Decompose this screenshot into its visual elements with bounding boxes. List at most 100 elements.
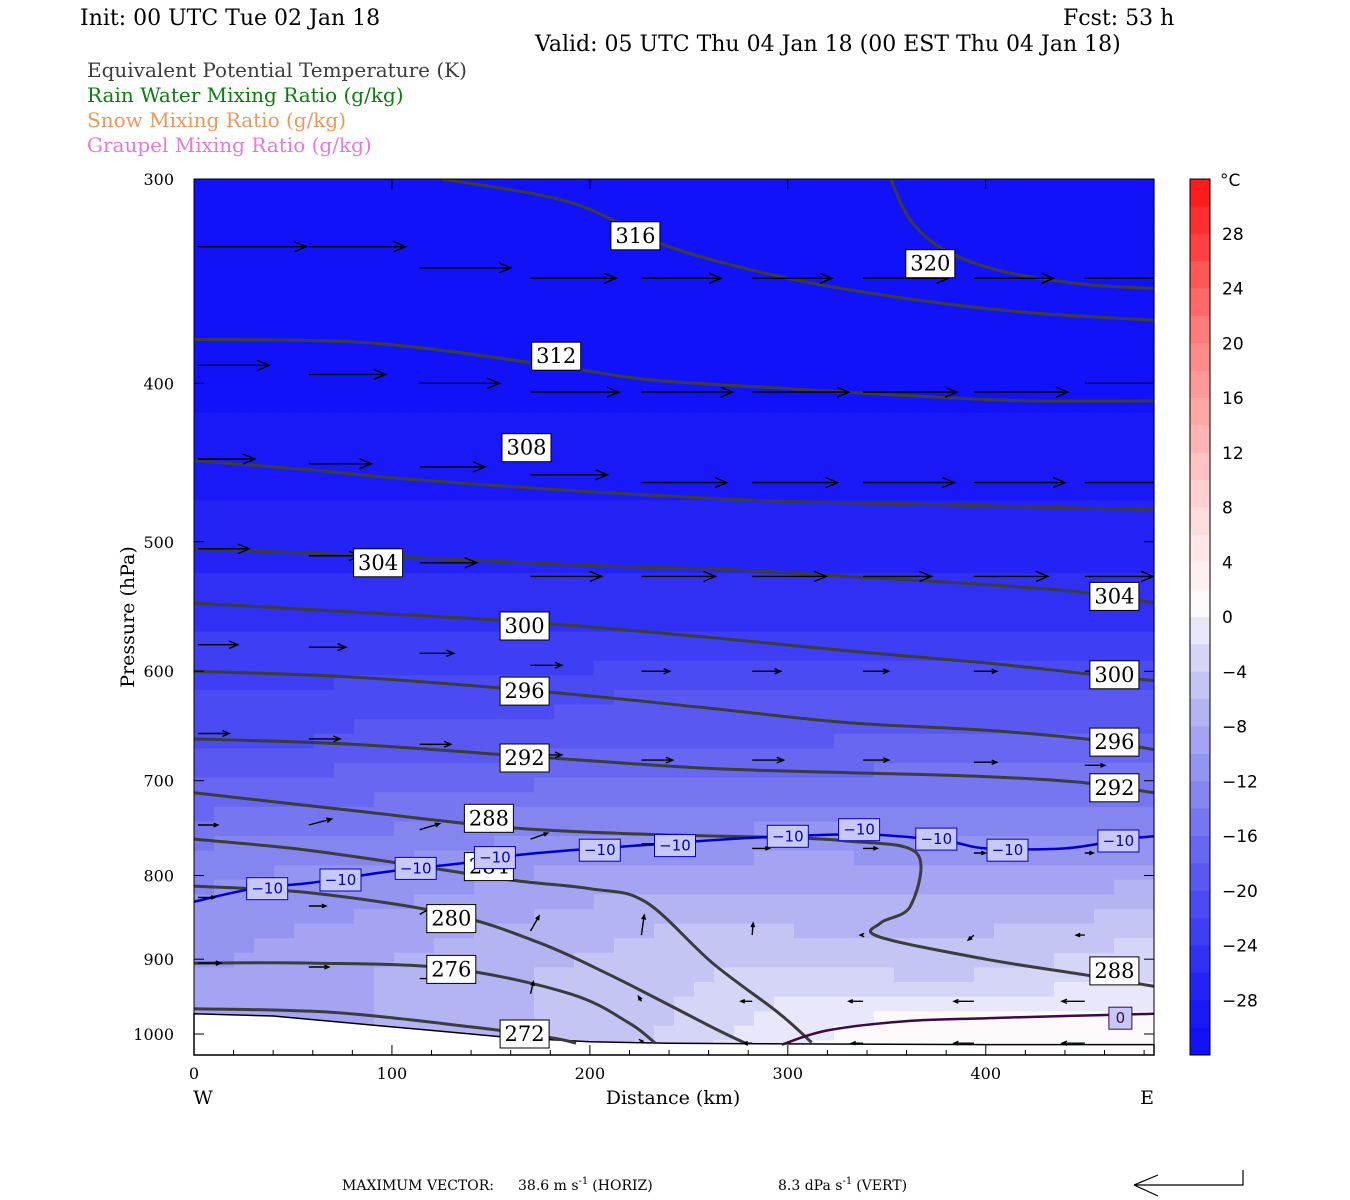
temperature-cell bbox=[894, 631, 915, 647]
temperature-cell bbox=[434, 719, 455, 735]
temperature-cell bbox=[754, 295, 775, 311]
temperature-cell bbox=[394, 675, 415, 691]
temperature-cell bbox=[474, 544, 495, 560]
temperature-cell bbox=[454, 587, 475, 603]
temperature-cell bbox=[814, 865, 835, 881]
temperature-cell bbox=[674, 646, 695, 662]
temperature-cell bbox=[654, 252, 675, 268]
temperature-cell bbox=[874, 398, 895, 414]
temperature-cell bbox=[534, 529, 555, 545]
temperature-cell bbox=[394, 836, 415, 852]
temperature-cell bbox=[974, 631, 995, 647]
temperature-cell bbox=[574, 427, 595, 443]
temperature-cell bbox=[614, 252, 635, 268]
temperature-cell bbox=[254, 500, 275, 516]
temperature-cell bbox=[874, 325, 895, 341]
temperature-cell bbox=[394, 748, 415, 764]
temperature-cell bbox=[934, 514, 955, 530]
temperature-cell bbox=[1134, 938, 1155, 954]
wind-vector bbox=[198, 960, 223, 966]
temperature-cell bbox=[254, 967, 275, 983]
temperature-cell bbox=[694, 383, 715, 399]
temperature-cell bbox=[974, 763, 995, 779]
temperature-cell bbox=[374, 456, 395, 472]
temperature-label: −10 bbox=[325, 871, 357, 889]
temperature-cell bbox=[894, 368, 915, 384]
temperature-cell bbox=[734, 1011, 755, 1027]
temperature-cell bbox=[334, 719, 355, 735]
temperature-cell bbox=[234, 806, 255, 822]
temperature-cell bbox=[814, 602, 835, 618]
temperature-cell bbox=[654, 485, 675, 501]
temperature-cell bbox=[1034, 952, 1055, 968]
temperature-cell bbox=[894, 237, 915, 253]
temperature-cell bbox=[694, 836, 715, 852]
temperature-cell bbox=[814, 325, 835, 341]
temperature-cell bbox=[434, 266, 455, 282]
temperature-cell bbox=[234, 222, 255, 238]
temperature-cell bbox=[954, 573, 975, 589]
temperature-cell bbox=[434, 398, 455, 414]
temperature-cell bbox=[994, 938, 1015, 954]
temperature-cell bbox=[494, 500, 515, 516]
temperature-cell bbox=[654, 1025, 675, 1041]
temperature-cell bbox=[974, 354, 995, 370]
wind-vector bbox=[739, 998, 753, 1004]
temperature-cell bbox=[354, 485, 375, 501]
temperature-cell bbox=[1054, 938, 1075, 954]
temperature-cell bbox=[1094, 237, 1115, 253]
temperature-cell bbox=[654, 806, 675, 822]
legend-entry: Graupel Mixing Ratio (g/kg) bbox=[87, 133, 372, 157]
temperature-cell bbox=[434, 544, 455, 560]
temperature-cell bbox=[734, 660, 755, 676]
temperature-cell bbox=[1014, 383, 1035, 399]
temperature-cell bbox=[714, 237, 735, 253]
temperature-cell bbox=[634, 704, 655, 720]
temperature-cell bbox=[1054, 208, 1075, 224]
temperature-cell bbox=[814, 237, 835, 253]
temperature-cell bbox=[954, 325, 975, 341]
temperature-label: −10 bbox=[992, 841, 1024, 859]
temperature-cell bbox=[554, 266, 575, 282]
temperature-cell bbox=[434, 193, 455, 209]
temperature-cell bbox=[374, 368, 395, 384]
temperature-cell bbox=[994, 763, 1015, 779]
temperature-cell bbox=[534, 500, 555, 516]
temperature-cell bbox=[694, 281, 715, 297]
temperature-cell bbox=[874, 295, 895, 311]
temperature-cell bbox=[914, 427, 935, 443]
temperature-cell bbox=[294, 514, 315, 530]
temperature-cell bbox=[754, 339, 775, 355]
temperature-cell bbox=[374, 763, 395, 779]
temperature-cell bbox=[254, 763, 275, 779]
temperature-cell bbox=[394, 179, 415, 195]
temperature-cell bbox=[334, 792, 355, 808]
temperature-cell bbox=[874, 938, 895, 954]
temperature-cell bbox=[334, 909, 355, 925]
temperature-cell bbox=[634, 339, 655, 355]
temperature-cell bbox=[1074, 617, 1095, 633]
temperature-cell bbox=[974, 982, 995, 998]
temperature-cell bbox=[834, 675, 855, 691]
temperature-cell bbox=[474, 879, 495, 895]
temperature-cell bbox=[414, 325, 435, 341]
temperature-cell bbox=[554, 295, 575, 311]
temperature-cell bbox=[294, 383, 315, 399]
temperature-cell bbox=[1054, 763, 1075, 779]
temperature-cell bbox=[654, 982, 675, 998]
temperature-cell bbox=[834, 208, 855, 224]
temperature-cell bbox=[394, 485, 415, 501]
temperature-cell bbox=[474, 237, 495, 253]
temperature-cell bbox=[494, 339, 515, 355]
temperature-cell bbox=[874, 514, 895, 530]
temperature-cell bbox=[554, 427, 575, 443]
temperature-cell bbox=[614, 310, 635, 326]
theta-e-label-box bbox=[1089, 581, 1140, 611]
temperature-cell bbox=[234, 967, 255, 983]
temperature-cell bbox=[1114, 879, 1135, 895]
temperature-cell bbox=[1094, 281, 1115, 297]
temperature-cell bbox=[914, 996, 935, 1012]
temperature-cell bbox=[354, 909, 375, 925]
temperature-cell bbox=[1094, 485, 1115, 501]
temperature-cell bbox=[754, 909, 775, 925]
